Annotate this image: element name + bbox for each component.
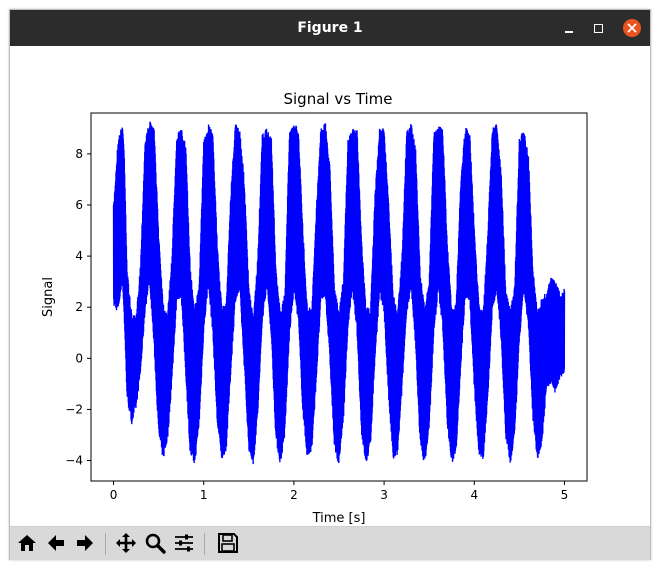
close-icon: [623, 19, 641, 37]
y-tick-label: −4: [65, 454, 83, 468]
save-button[interactable]: [215, 530, 241, 556]
toolbar-separator: [105, 533, 106, 555]
title-bar[interactable]: Figure 1: [10, 10, 650, 46]
y-tick-label: 6: [75, 198, 83, 212]
minimize-icon: [565, 31, 573, 33]
y-tick-label: 2: [75, 300, 83, 314]
home-button[interactable]: [14, 530, 40, 556]
forward-arrow-icon: [77, 535, 93, 551]
minimize-button[interactable]: [555, 10, 583, 46]
back-arrow-icon: [48, 535, 64, 551]
navigation-toolbar: [10, 526, 650, 560]
y-tick-label: −2: [65, 402, 83, 416]
signal-chart: Signal vs Time 0 1 2 3 4 5 −4 −2 0 2 4 6 8 Time [s]…: [41, 90, 588, 526]
pan-button[interactable]: [113, 530, 139, 556]
maximize-button[interactable]: [584, 10, 612, 46]
y-axis-label: Signal: [41, 277, 56, 317]
figure-canvas[interactable]: Signal vs Time 0 1 2 3 4 5 −4 −2 0 2 4 6 8 Time [s]…: [10, 46, 650, 526]
save-floppy-icon: [218, 533, 238, 553]
signal-series-line: [112, 121, 566, 465]
toolbar-separator: [204, 533, 205, 555]
x-tick-label: 0: [110, 488, 118, 502]
home-icon: [18, 535, 36, 551]
forward-button[interactable]: [72, 530, 98, 556]
chart-title: Signal vs Time: [283, 90, 392, 108]
configure-subplots-button[interactable]: [171, 530, 197, 556]
pan-move-icon: [116, 533, 136, 553]
zoom-magnifier-icon: [145, 533, 166, 554]
figure-window: Figure 1 Signal vs Time 0 1 2 3 4 5 −4 −2 0 2 4 6 8…: [9, 9, 651, 560]
back-button[interactable]: [43, 530, 69, 556]
x-tick-label: 4: [470, 488, 478, 502]
x-tick-label: 2: [290, 488, 298, 502]
y-tick-label: 0: [75, 351, 83, 365]
close-button[interactable]: [618, 10, 646, 46]
window-title: Figure 1: [297, 20, 363, 36]
x-tick-label: 3: [380, 488, 388, 502]
configure-subplots-icon: [175, 534, 193, 552]
maximize-icon: [593, 23, 603, 33]
y-tick-label: 4: [75, 249, 83, 263]
plot-frame: [90, 112, 588, 482]
x-axis-label: Time [s]: [312, 511, 366, 526]
y-tick-label: 8: [75, 147, 83, 161]
zoom-button[interactable]: [142, 530, 168, 556]
x-tick-label: 5: [561, 488, 569, 502]
x-tick-label: 1: [200, 488, 208, 502]
